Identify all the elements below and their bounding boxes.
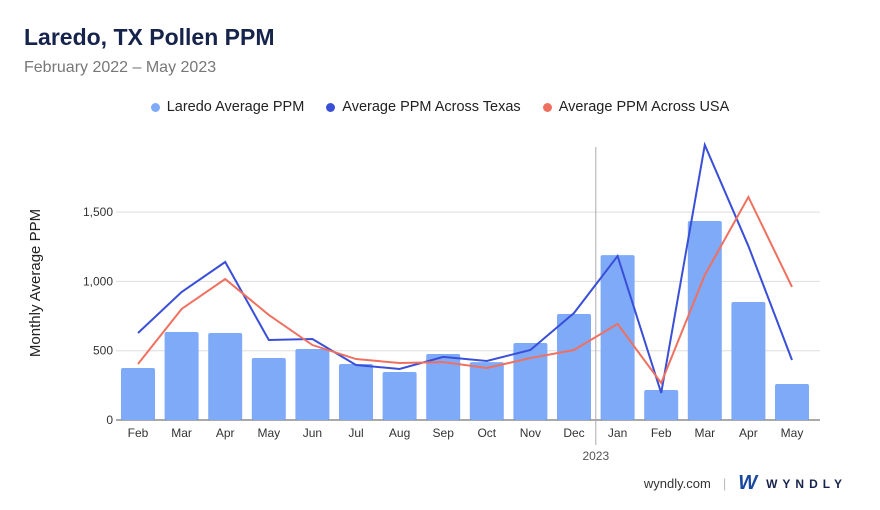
x-tick-label: May [257,426,280,440]
x-tick-label: Mar [171,426,192,440]
bar [687,220,722,420]
y-tick-label: 500 [93,344,113,358]
bar [339,364,373,420]
footer: wyndly.com | W WYNDLY [644,472,847,495]
legend-label: Average PPM Across USA [558,99,730,115]
brand-name: WYNDLY [766,476,847,491]
x-tick-label: Aug [389,426,410,440]
bar [382,372,417,420]
bar [295,349,330,420]
bar [731,302,766,420]
bar [644,390,679,420]
bar [164,331,199,420]
x-tick-label: Apr [216,426,235,440]
bar [513,342,548,420]
x-tick-label: Feb [651,426,672,440]
site-link[interactable]: wyndly.com [643,476,711,491]
divider: | [722,476,727,491]
x-tick-label: May [781,426,804,440]
y-tick-label: 0 [106,413,113,427]
legend-label: Average PPM Across Texas [342,99,521,115]
line-average-ppm-across-texas [137,141,793,394]
line-average-ppm-across-usa [137,194,793,386]
wyndly-logo-icon: W [738,472,757,494]
x-tick-label: Jul [348,426,363,440]
bar [557,313,591,420]
bar [775,383,809,420]
bar [426,354,461,420]
x-tick-label: Jan [608,426,627,440]
x-tick-label: Nov [520,426,541,440]
x-tick-label: Dec [563,426,584,440]
x-tick-label: Oct [477,426,496,440]
legend-item-usa: Average PPM Across USA [542,99,730,115]
legend-label: Laredo Average PPM [166,99,305,115]
x-tick-label: Sep [433,426,455,440]
x-tick-label: Apr [739,426,758,440]
y-tick-label: 1,000 [83,274,113,288]
x-tick-label: Jun [303,426,322,440]
bar [469,362,504,420]
y-tick-label: 1,500 [83,205,113,219]
y-axis-label: Monthly Average PPM [27,209,44,357]
year-label: 2023 [582,449,609,463]
chart-title: Laredo, TX Pollen PPM [24,24,275,50]
legend-item-texas: Average PPM Across Texas [326,99,521,115]
chart-subtitle: February 2022 – May 2023 [24,59,217,76]
bar [121,368,155,420]
bar [600,255,635,420]
bar [251,358,286,420]
x-tick-label: Feb [128,426,149,440]
x-tick-label: Mar [694,426,715,440]
bar [208,332,243,420]
legend-item-laredo: Laredo Average PPM [150,99,305,115]
legend: Laredo Average PPM Average PPM Across Te… [0,99,880,115]
